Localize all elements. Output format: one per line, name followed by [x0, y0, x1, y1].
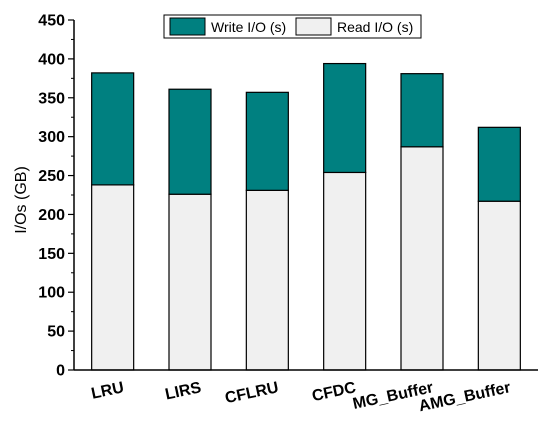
- y-tick-label: 150: [38, 246, 65, 263]
- bar-write-lirs: [168, 88, 212, 195]
- y-tick-label: 450: [38, 13, 65, 30]
- y-tick-label: 350: [38, 90, 65, 107]
- bar-read-cflru: [245, 189, 289, 371]
- x-tick-label: LRU: [90, 379, 126, 402]
- y-axis-title: I/Os (GB): [13, 166, 30, 234]
- legend-label: Write I/O (s): [211, 19, 286, 35]
- bar-write-lru: [91, 72, 135, 186]
- legend-swatch: [295, 17, 332, 36]
- bar-write-cfdc: [323, 62, 367, 174]
- bar-read-amg-buffer: [477, 200, 521, 371]
- y-tick-label: 200: [38, 207, 65, 224]
- y-tick-label: 400: [38, 51, 65, 68]
- legend-label: Read I/O (s): [337, 19, 413, 35]
- bar-write-mg-buffer: [400, 73, 444, 148]
- bar-read-lru: [91, 184, 135, 371]
- legend-swatch: [169, 17, 206, 36]
- x-tick-label: CFDC: [310, 379, 357, 405]
- bar-read-mg-buffer: [400, 146, 444, 371]
- y-tick-label: 50: [47, 324, 65, 341]
- bar-read-cfdc: [323, 171, 367, 371]
- y-tick-label: 250: [38, 168, 65, 185]
- x-tick-label: LIRS: [164, 379, 204, 403]
- legend-box: [163, 14, 422, 39]
- bar-write-cflru: [245, 91, 289, 191]
- bar-read-lirs: [168, 193, 212, 371]
- y-tick-label: 300: [38, 129, 65, 146]
- x-tick-label: CFLRU: [224, 379, 281, 407]
- bar-write-amg-buffer: [477, 126, 521, 202]
- y-tick-label: 100: [38, 285, 65, 302]
- legend: Write I/O (s) Read I/O (s): [163, 14, 422, 39]
- bars-group: [91, 62, 521, 371]
- y-tick-label: 0: [56, 363, 65, 380]
